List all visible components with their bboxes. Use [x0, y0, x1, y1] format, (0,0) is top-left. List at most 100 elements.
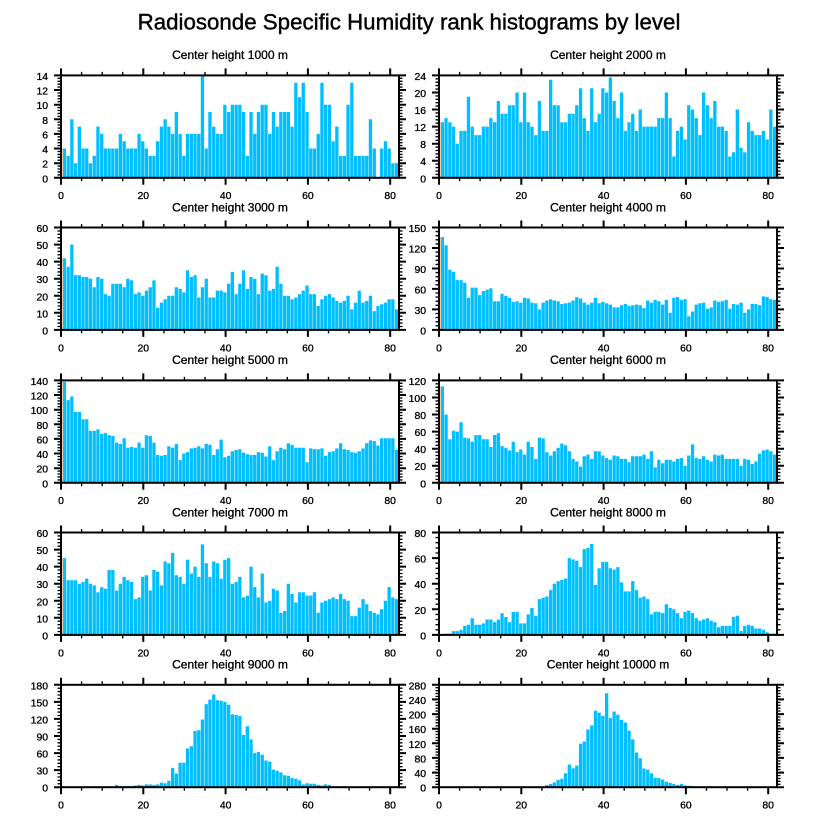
svg-text:Center height 4000 m: Center height 4000 m — [550, 200, 666, 214]
svg-text:0: 0 — [420, 479, 426, 490]
svg-text:20: 20 — [138, 496, 150, 507]
svg-text:40: 40 — [414, 580, 426, 591]
svg-text:80: 80 — [414, 754, 426, 765]
svg-text:10: 10 — [36, 101, 48, 112]
svg-text:40: 40 — [220, 343, 232, 354]
svg-text:0: 0 — [58, 191, 64, 202]
svg-text:Radiosonde Specific Humidity r: Radiosonde Specific Humidity rank histog… — [138, 10, 681, 35]
svg-text:20: 20 — [516, 191, 528, 202]
svg-text:60: 60 — [680, 343, 692, 354]
svg-text:24: 24 — [414, 72, 426, 83]
svg-text:20: 20 — [516, 648, 528, 659]
svg-text:0: 0 — [420, 631, 426, 642]
svg-text:Center height 6000 m: Center height 6000 m — [550, 353, 666, 367]
svg-text:40: 40 — [36, 563, 48, 574]
svg-text:20: 20 — [36, 465, 48, 476]
svg-text:0: 0 — [58, 648, 64, 659]
svg-text:30: 30 — [36, 580, 48, 591]
svg-text:40: 40 — [36, 258, 48, 269]
svg-text:120: 120 — [31, 392, 49, 403]
svg-text:20: 20 — [36, 597, 48, 608]
svg-text:60: 60 — [414, 285, 426, 296]
svg-text:0: 0 — [420, 174, 426, 185]
svg-text:Center height 5000 m: Center height 5000 m — [172, 353, 288, 367]
svg-text:12: 12 — [36, 87, 48, 98]
svg-text:6: 6 — [42, 130, 48, 141]
svg-text:100: 100 — [31, 406, 49, 417]
svg-text:40: 40 — [220, 801, 232, 812]
svg-text:0: 0 — [42, 326, 48, 337]
svg-text:40: 40 — [598, 343, 610, 354]
svg-text:80: 80 — [384, 343, 396, 354]
svg-text:0: 0 — [42, 479, 48, 490]
svg-text:60: 60 — [36, 224, 48, 235]
svg-text:120: 120 — [409, 245, 427, 256]
svg-text:0: 0 — [58, 343, 64, 354]
svg-text:60: 60 — [414, 428, 426, 439]
svg-text:Center height 3000 m: Center height 3000 m — [172, 200, 288, 214]
svg-text:120: 120 — [409, 377, 427, 388]
svg-text:50: 50 — [36, 241, 48, 252]
svg-text:16: 16 — [414, 106, 426, 117]
svg-text:40: 40 — [414, 769, 426, 780]
svg-text:12: 12 — [414, 123, 426, 134]
svg-text:90: 90 — [414, 265, 426, 276]
svg-text:60: 60 — [680, 648, 692, 659]
svg-text:20: 20 — [516, 496, 528, 507]
svg-text:0: 0 — [420, 326, 426, 337]
svg-text:240: 240 — [409, 696, 427, 707]
svg-text:30: 30 — [36, 275, 48, 286]
svg-text:Center height 10000 m: Center height 10000 m — [547, 658, 670, 672]
svg-text:160: 160 — [409, 725, 427, 736]
svg-text:20: 20 — [36, 292, 48, 303]
svg-text:Center height 2000 m: Center height 2000 m — [550, 48, 666, 62]
svg-text:0: 0 — [436, 191, 442, 202]
svg-text:30: 30 — [36, 767, 48, 778]
svg-text:14: 14 — [36, 72, 48, 83]
svg-text:0: 0 — [436, 343, 442, 354]
svg-text:20: 20 — [138, 191, 150, 202]
svg-text:0: 0 — [436, 801, 442, 812]
svg-text:100: 100 — [409, 394, 427, 405]
svg-text:60: 60 — [680, 801, 692, 812]
svg-text:0: 0 — [436, 648, 442, 659]
svg-text:80: 80 — [384, 496, 396, 507]
svg-text:60: 60 — [36, 750, 48, 761]
svg-text:40: 40 — [220, 191, 232, 202]
svg-text:8: 8 — [42, 116, 48, 127]
svg-text:8: 8 — [420, 140, 426, 151]
svg-text:60: 60 — [302, 648, 314, 659]
svg-text:0: 0 — [420, 784, 426, 795]
svg-text:2: 2 — [42, 160, 48, 171]
svg-text:40: 40 — [220, 648, 232, 659]
svg-text:60: 60 — [302, 496, 314, 507]
svg-text:60: 60 — [680, 496, 692, 507]
svg-text:Center height 9000 m: Center height 9000 m — [172, 658, 288, 672]
svg-text:150: 150 — [31, 698, 49, 709]
svg-text:10: 10 — [36, 309, 48, 320]
svg-text:120: 120 — [409, 740, 427, 751]
svg-text:80: 80 — [414, 529, 426, 540]
svg-text:60: 60 — [414, 555, 426, 566]
svg-text:0: 0 — [58, 496, 64, 507]
svg-text:60: 60 — [302, 801, 314, 812]
svg-text:0: 0 — [58, 801, 64, 812]
svg-text:4: 4 — [42, 145, 48, 156]
svg-text:120: 120 — [31, 715, 49, 726]
svg-text:40: 40 — [598, 648, 610, 659]
svg-text:20: 20 — [414, 462, 426, 473]
svg-text:60: 60 — [302, 191, 314, 202]
svg-text:80: 80 — [762, 191, 774, 202]
svg-text:50: 50 — [36, 546, 48, 557]
svg-text:4: 4 — [420, 157, 426, 168]
svg-text:20: 20 — [414, 606, 426, 617]
svg-text:60: 60 — [680, 191, 692, 202]
svg-text:40: 40 — [598, 191, 610, 202]
svg-text:20: 20 — [516, 801, 528, 812]
svg-text:80: 80 — [36, 421, 48, 432]
svg-text:Center height 1000 m: Center height 1000 m — [172, 48, 288, 62]
svg-text:60: 60 — [36, 435, 48, 446]
svg-text:40: 40 — [598, 496, 610, 507]
svg-text:0: 0 — [42, 631, 48, 642]
svg-text:0: 0 — [42, 174, 48, 185]
